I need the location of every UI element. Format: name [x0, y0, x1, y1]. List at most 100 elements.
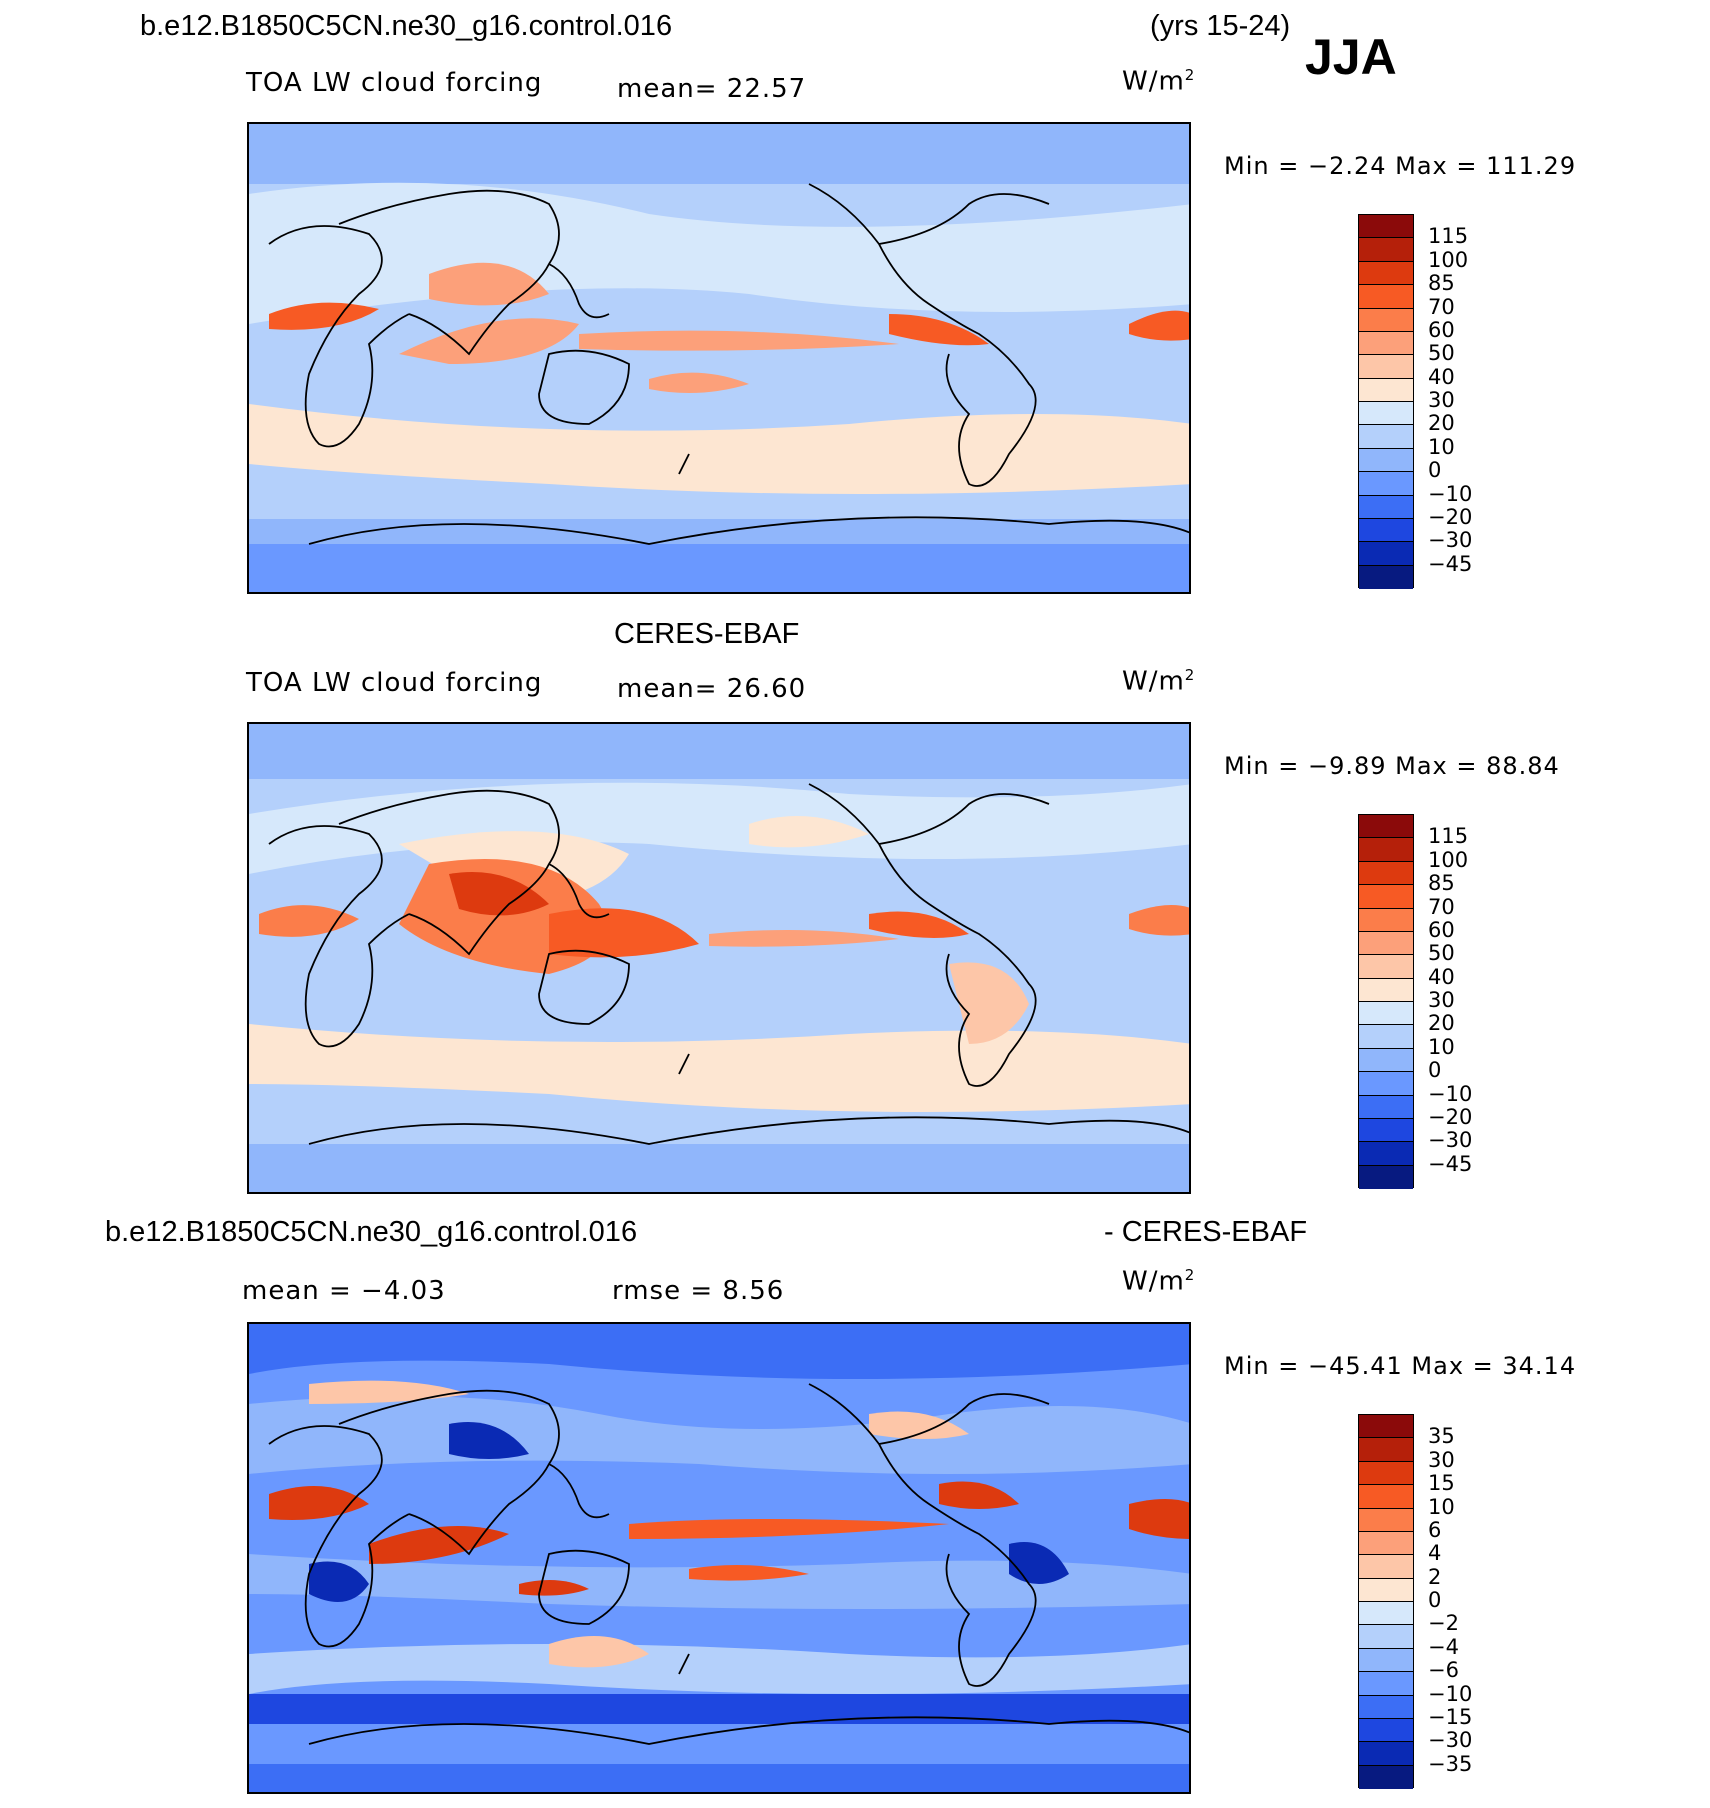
colorbar-segment: [1359, 861, 1413, 886]
colorbar-tick-label: 6: [1428, 1517, 1442, 1542]
panel3-units: W/m2: [1122, 1266, 1196, 1297]
years-label: (yrs 15-24): [1150, 10, 1291, 42]
panel2-map: [247, 722, 1191, 1194]
colorbar-segment: [1359, 1142, 1413, 1166]
colorbar-tick-label: 4: [1428, 1541, 1442, 1566]
colorbar-segment: [1359, 495, 1413, 519]
colorbar-segment: [1359, 931, 1413, 956]
colorbar-tick-label: 0: [1428, 458, 1442, 483]
colorbar-segment: [1359, 448, 1413, 473]
colorbar-tick-label: −6: [1428, 1658, 1459, 1683]
colorbar-tick-label: −30: [1428, 1728, 1473, 1753]
colorbar-tick-label: −20: [1428, 1104, 1473, 1129]
panel2-field-label: TOA LW cloud forcing: [246, 668, 543, 698]
colorbar-segment: [1359, 1602, 1413, 1626]
colorbar-tick-label: 40: [1428, 964, 1455, 989]
colorbar-tick-label: 115: [1428, 224, 1469, 249]
colorbar-segment: [1359, 331, 1413, 356]
colorbar-segment: [1359, 1742, 1413, 1766]
colorbar-segment: [1359, 285, 1413, 309]
colorbar-segment: [1359, 1165, 1413, 1189]
colorbar-tick-label: 15: [1428, 1471, 1455, 1496]
colorbar-segment: [1359, 1695, 1413, 1719]
colorbar-segment: [1359, 955, 1413, 979]
panel3-title-right: - CERES-EBAF: [1104, 1216, 1308, 1248]
panel3-map: [247, 1322, 1191, 1794]
colorbar-tick-label: 50: [1428, 341, 1455, 366]
colorbar-tick-label: −45: [1428, 551, 1473, 576]
colorbar-tick-label: −20: [1428, 504, 1473, 529]
colorbar-tick-label: 35: [1428, 1424, 1455, 1449]
colorbar-tick-label: 10: [1428, 1494, 1455, 1519]
colorbar-tick-label: 100: [1428, 847, 1469, 872]
colorbar-segment: [1359, 978, 1413, 1002]
panel2-title: CERES-EBAF: [614, 618, 800, 650]
colorbar-segment: [1359, 1765, 1413, 1789]
colorbar-segment: [1359, 308, 1413, 332]
colorbar-segment: [1359, 472, 1413, 496]
season-label: JJA: [1305, 29, 1397, 85]
colorbar-segment: [1359, 885, 1413, 909]
panel2-minmax: Min = −9.89 Max = 88.84: [1224, 752, 1560, 780]
colorbar-tick-label: −10: [1428, 481, 1473, 506]
colorbar-tick-label: 85: [1428, 271, 1455, 296]
colorbar-segment: [1359, 815, 1413, 839]
colorbar-segment: [1359, 1025, 1413, 1049]
colorbar-tick-label: −30: [1428, 1128, 1473, 1153]
colorbar-segment: [1359, 402, 1413, 426]
panel2-units: W/m2: [1122, 666, 1196, 697]
colorbar-tick-label: −2: [1428, 1611, 1459, 1636]
colorbar-segment: [1359, 1531, 1413, 1556]
colorbar-tick-label: 50: [1428, 941, 1455, 966]
colorbar-tick-label: −30: [1428, 528, 1473, 553]
panel3-minmax: Min = −45.41 Max = 34.14: [1224, 1352, 1577, 1380]
colorbar-tick-label: −45: [1428, 1151, 1473, 1176]
colorbar-segment: [1359, 838, 1413, 862]
colorbar-tick-label: −35: [1428, 1751, 1473, 1776]
colorbar-tick-label: 30: [1428, 988, 1455, 1012]
colorbar-tick-label: 60: [1428, 917, 1455, 942]
colorbar-tick-label: −15: [1428, 1704, 1473, 1729]
colorbar-tick-label: 0: [1428, 1058, 1442, 1083]
colorbar-segment: [1359, 1555, 1413, 1579]
colorbar-tick-label: 70: [1428, 894, 1455, 919]
colorbar-tick-label: 60: [1428, 317, 1455, 342]
colorbar-segment: [1359, 215, 1413, 239]
panel2-mean: mean= 26.60: [617, 674, 807, 704]
panel3-mean: mean = −4.03: [242, 1276, 446, 1306]
colorbar-segment: [1359, 1672, 1413, 1696]
colorbar-tick-label: −10: [1428, 1681, 1473, 1706]
colorbar-tick-label: 20: [1428, 411, 1455, 436]
colorbar-tick-label: 115: [1428, 824, 1469, 849]
colorbar-segment: [1359, 1048, 1413, 1073]
colorbar-segment: [1359, 1578, 1413, 1602]
colorbar-segment: [1359, 1438, 1413, 1462]
colorbar-segment: [1359, 565, 1413, 589]
colorbar-segment: [1359, 238, 1413, 262]
colorbar-segment: [1359, 1625, 1413, 1649]
colorbar-tick-label: 10: [1428, 1034, 1455, 1059]
panel3-rmse: rmse = 8.56: [612, 1276, 785, 1306]
panel1-field-label: TOA LW cloud forcing: [246, 68, 543, 98]
panel1-colorbar: [1358, 214, 1414, 589]
colorbar-tick-label: 0: [1428, 1588, 1442, 1612]
colorbar-segment: [1359, 1095, 1413, 1119]
colorbar-segment: [1359, 1072, 1413, 1096]
panel1-minmax: Min = −2.24 Max = 111.29: [1224, 152, 1577, 180]
colorbar-segment: [1359, 1461, 1413, 1486]
colorbar-segment: [1359, 1718, 1413, 1743]
case-title: b.e12.B1850C5CN.ne30_g16.control.016: [140, 10, 673, 42]
colorbar-tick-label: 30: [1428, 1447, 1455, 1472]
colorbar-segment: [1359, 542, 1413, 566]
colorbar-tick-label: 10: [1428, 434, 1455, 459]
colorbar-segment: [1359, 425, 1413, 449]
colorbar-tick-label: 20: [1428, 1011, 1455, 1036]
colorbar-segment: [1359, 1508, 1413, 1532]
panel1-mean: mean= 22.57: [617, 74, 807, 104]
panel2-colorbar: [1358, 814, 1414, 1189]
colorbar-tick-label: 70: [1428, 294, 1455, 319]
colorbar-segment: [1359, 355, 1413, 379]
colorbar-tick-label: −4: [1428, 1634, 1459, 1659]
colorbar-segment: [1359, 1118, 1413, 1143]
colorbar-segment: [1359, 1002, 1413, 1026]
